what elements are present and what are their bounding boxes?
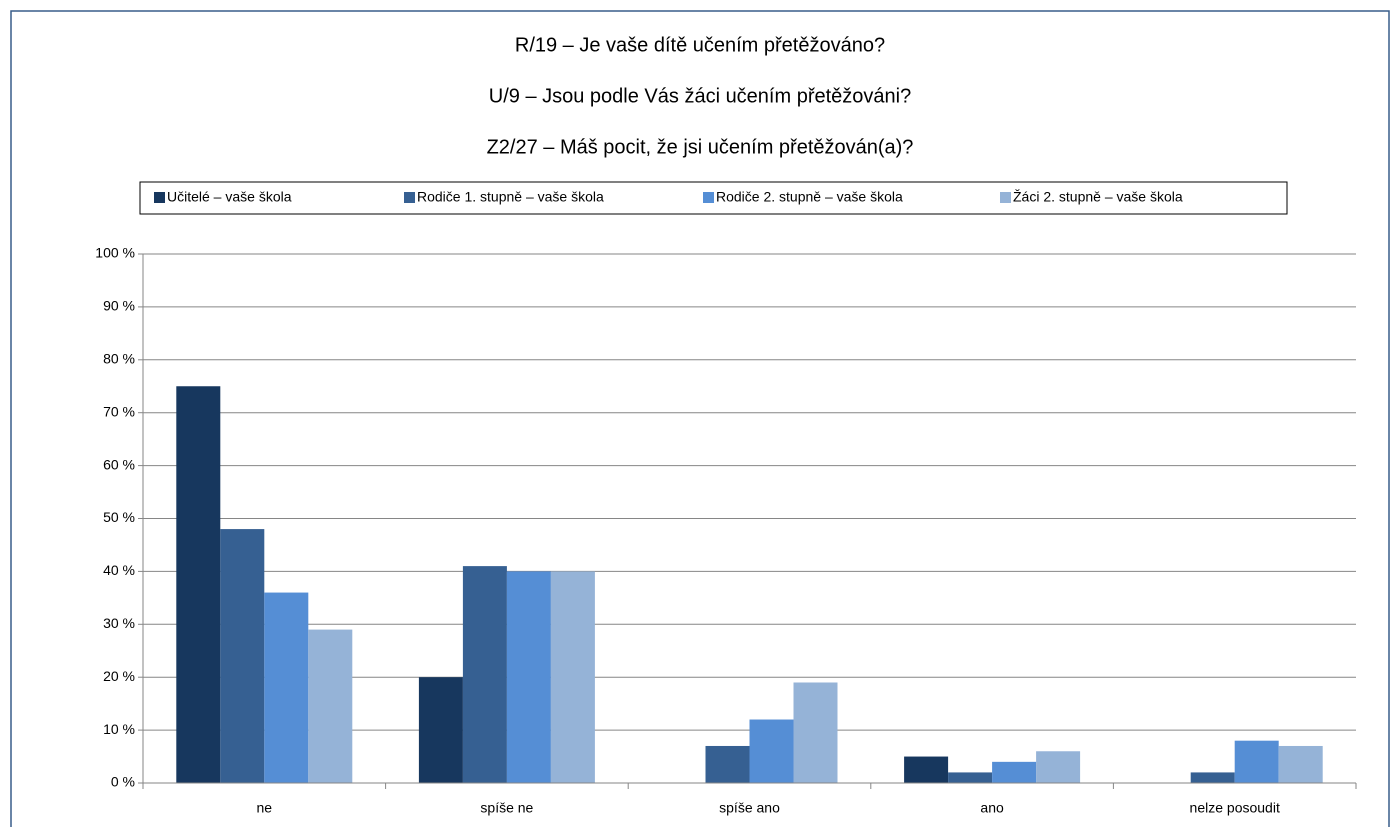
- x-tick-label: spíše ano: [719, 800, 780, 816]
- x-tick-label: spíše ne: [480, 800, 533, 816]
- y-tick-label: 0 %: [111, 774, 135, 790]
- chart-title: U/9 – Jsou podle Vás žáci učením přetěžo…: [489, 85, 911, 107]
- bar: [550, 571, 595, 783]
- legend-swatch: [1000, 192, 1011, 203]
- bar: [904, 756, 949, 783]
- y-tick-label: 80 %: [103, 351, 135, 367]
- y-tick-label: 50 %: [103, 509, 135, 525]
- bar: [418, 677, 463, 783]
- x-tick-label: nelze posoudit: [1190, 800, 1280, 816]
- y-tick-label: 20 %: [103, 668, 135, 684]
- bar: [462, 566, 507, 783]
- bar: [1278, 745, 1323, 783]
- y-tick-label: 10 %: [103, 721, 135, 737]
- legend-label: Učitelé – vaše škola: [167, 189, 292, 205]
- bar: [1234, 740, 1279, 783]
- legend-label: Rodiče 1. stupně – vaše škola: [417, 189, 604, 205]
- bar: [1036, 751, 1081, 783]
- bar: [176, 386, 221, 783]
- y-tick-label: 60 %: [103, 456, 135, 472]
- bar: [749, 719, 794, 783]
- legend-label: Žáci 2. stupně – vaše škola: [1013, 189, 1183, 205]
- y-tick-label: 30 %: [103, 615, 135, 631]
- chart-title: R/19 – Je vaše dítě učením přetěžováno?: [515, 34, 885, 56]
- bar: [793, 682, 838, 783]
- bar: [1190, 772, 1235, 783]
- chart-title: Z2/27 – Máš pocit, že jsi učením přetěžo…: [487, 136, 914, 158]
- chart-frame: [10, 10, 1390, 827]
- y-tick-label: 70 %: [103, 403, 135, 419]
- legend-label: Rodiče 2. stupně – vaše škola: [716, 189, 903, 205]
- y-tick-label: 40 %: [103, 562, 135, 578]
- legend-swatch: [154, 192, 165, 203]
- y-tick-label: 100 %: [95, 245, 135, 261]
- bar: [506, 571, 551, 783]
- x-tick-label: ano: [980, 800, 1004, 816]
- bar: [308, 629, 353, 783]
- bar: [705, 745, 750, 783]
- legend-swatch: [703, 192, 714, 203]
- bar: [992, 761, 1037, 783]
- x-tick-label: ne: [257, 800, 273, 816]
- bar: [948, 772, 993, 783]
- y-tick-label: 90 %: [103, 298, 135, 314]
- legend-swatch: [404, 192, 415, 203]
- bar: [264, 592, 309, 783]
- bar: [220, 529, 265, 783]
